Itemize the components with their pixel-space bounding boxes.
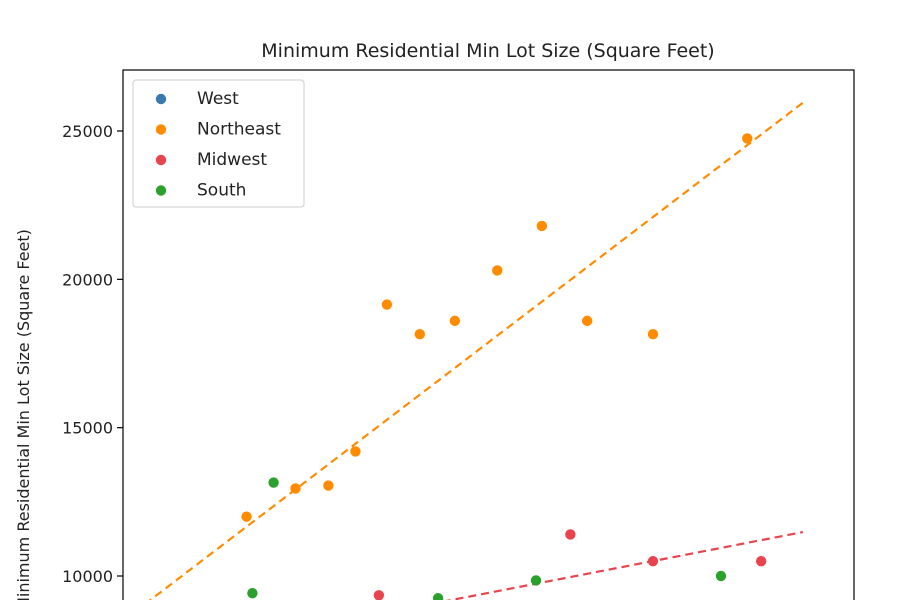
data-point — [742, 133, 753, 144]
legend-marker — [155, 93, 167, 105]
data-point — [647, 329, 659, 340]
legend-label: South — [197, 181, 246, 201]
data-point — [492, 265, 503, 276]
y-axis-label: Minimum Residential Min Lot Size (Square… — [14, 229, 33, 600]
trend-lines — [148, 101, 804, 600]
legend-label: Northeast — [197, 120, 281, 140]
data-points — [241, 133, 767, 600]
legend: West Northeast Midwest South — [132, 79, 305, 208]
data-point — [565, 529, 576, 540]
data-point — [323, 480, 334, 491]
legend-label: West — [197, 89, 239, 109]
legend-marker — [155, 124, 167, 135]
legend-marker — [155, 185, 167, 196]
trend-line — [445, 531, 804, 600]
legend-box — [132, 79, 305, 208]
y-axis-ticks: 10000 15000 20000 25000 — [62, 122, 123, 586]
data-point — [268, 477, 279, 488]
data-point — [536, 220, 548, 232]
data-point — [350, 446, 361, 457]
data-point — [755, 555, 767, 567]
data-point — [290, 483, 301, 494]
legend-label: Midwest — [197, 150, 267, 170]
chart-title: Minimum Residential Min Lot Size (Square… — [261, 40, 714, 62]
data-point — [381, 299, 393, 310]
data-point — [373, 590, 385, 600]
y-tick-label: 15000 — [62, 419, 113, 438]
data-point — [414, 329, 425, 340]
data-point — [715, 570, 727, 582]
data-point — [647, 555, 659, 567]
trend-line — [148, 101, 804, 600]
data-point — [432, 593, 444, 600]
data-point — [530, 575, 542, 586]
legend-marker — [155, 154, 167, 166]
y-tick-label: 10000 — [62, 567, 113, 586]
y-tick-label: 20000 — [62, 270, 113, 289]
data-point — [247, 588, 258, 599]
data-point — [241, 511, 252, 522]
data-point — [581, 315, 593, 327]
y-tick-label: 25000 — [62, 122, 113, 141]
data-point — [449, 315, 461, 327]
